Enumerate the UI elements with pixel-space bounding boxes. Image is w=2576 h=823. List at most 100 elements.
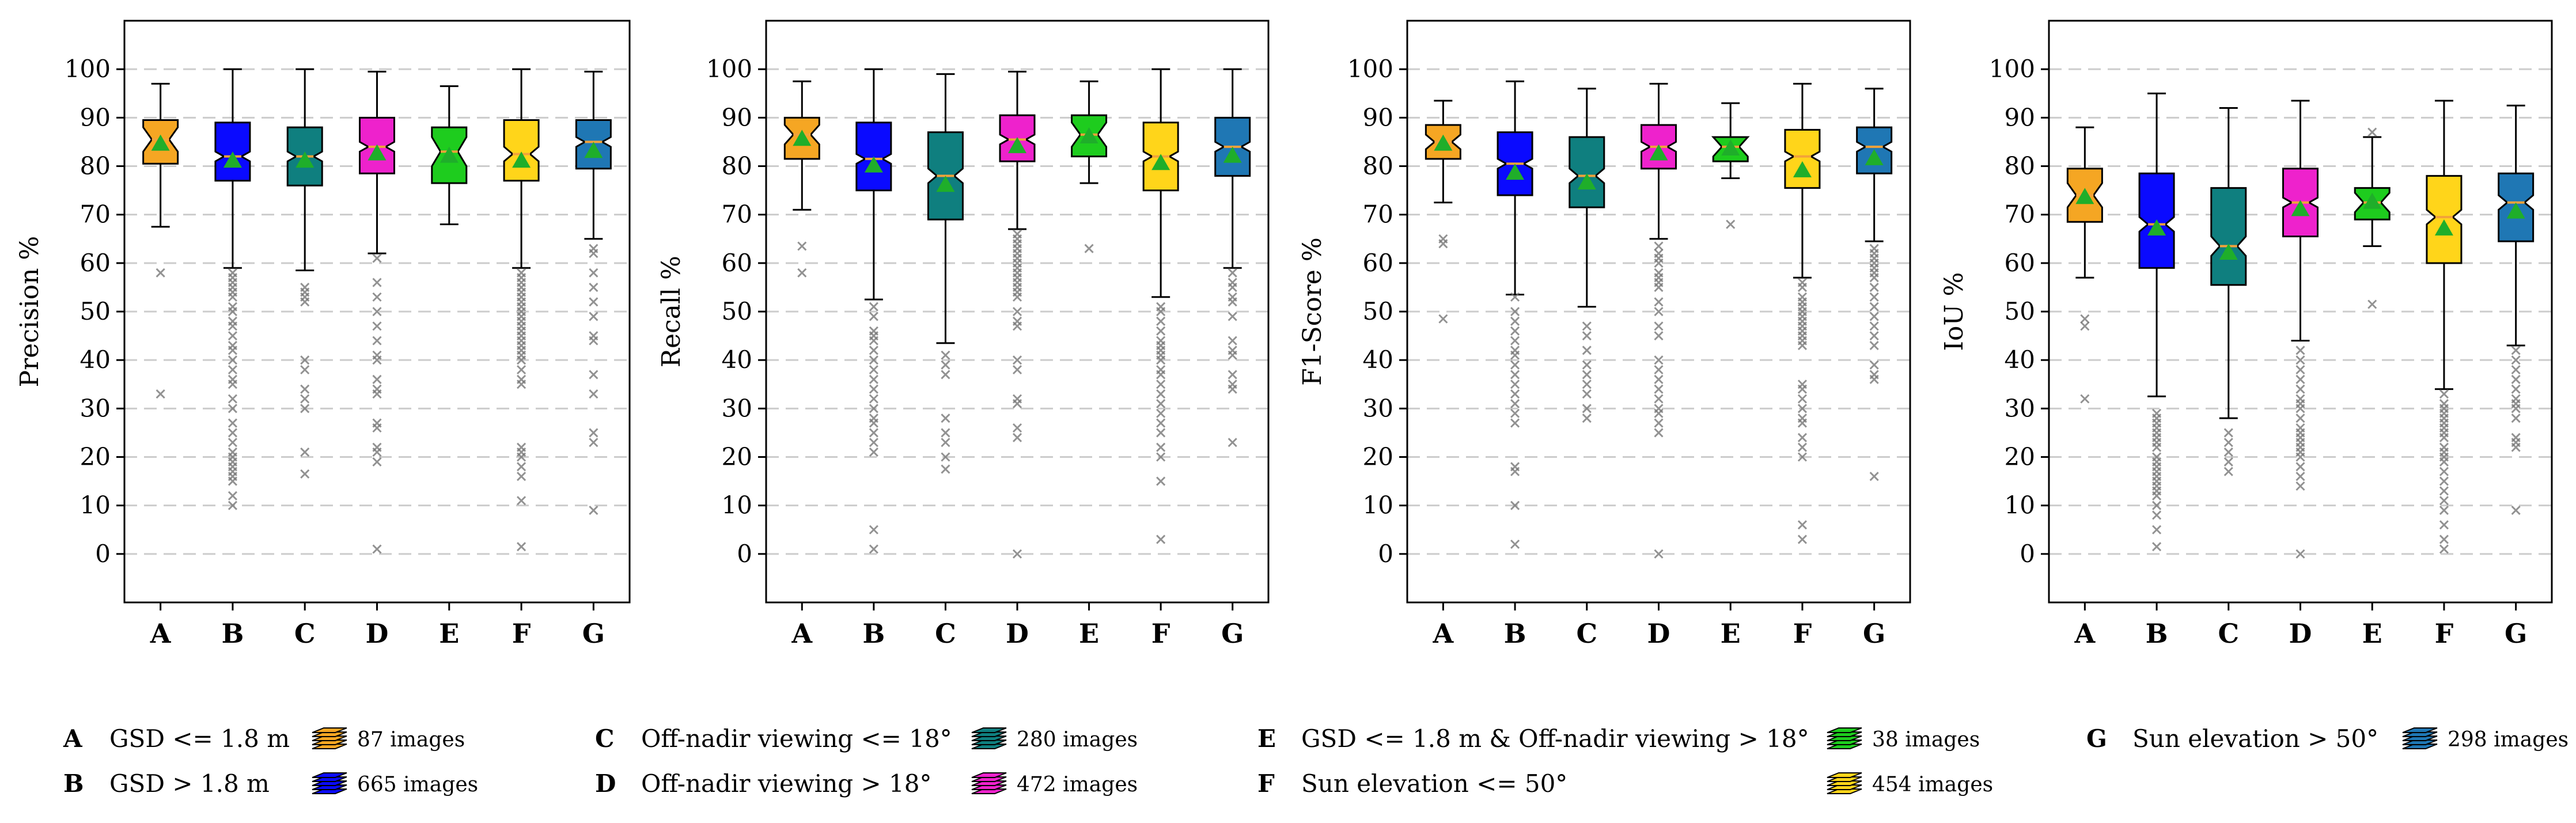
flier-marker [2295, 346, 2305, 355]
flier-marker [869, 418, 878, 428]
flier-marker [1869, 282, 1879, 292]
flier-marker [1510, 389, 1520, 399]
x-tick-label: F [512, 618, 531, 649]
x-tick-label: B [2146, 618, 2168, 649]
box-f [1784, 82, 1821, 544]
flier-marker [1582, 321, 1592, 331]
y-tick-label: 80 [1363, 152, 1393, 180]
x-tick-label: C [1576, 618, 1597, 649]
x-tick-label: B [221, 618, 244, 649]
flier-marker [300, 365, 310, 375]
y-tick-label: 30 [2005, 394, 2035, 422]
flier-marker [1654, 306, 1664, 317]
flier-marker [1510, 370, 1520, 380]
y-tick-label: 70 [722, 200, 752, 229]
flier-marker [372, 278, 382, 287]
flier-marker [1654, 297, 1664, 307]
stack-icon-graphic [2402, 727, 2438, 749]
legend-description: Sun elevation <= 50° [1301, 769, 1568, 798]
flier-marker [1582, 346, 1592, 355]
flier-marker [1869, 472, 1879, 481]
stack-icon [2400, 721, 2439, 761]
stack-layer [312, 772, 347, 778]
x-tick-label: D [366, 618, 389, 649]
flier-marker [1654, 374, 1664, 384]
stack-icon-graphic [312, 772, 347, 794]
y-tick-label: 40 [722, 346, 752, 374]
box-b [2138, 92, 2175, 552]
flier-marker [1582, 331, 1592, 341]
flier-marker [1654, 549, 1664, 559]
flier-marker [2511, 374, 2521, 384]
flier-marker [1012, 321, 1022, 331]
flier-marker [2223, 457, 2233, 467]
flier-marker [1012, 423, 1022, 433]
flier-marker [372, 389, 382, 399]
flier-marker [1156, 389, 1166, 399]
box-body [503, 119, 540, 182]
flier-marker [372, 423, 382, 433]
plot-frame [123, 20, 631, 604]
flier-marker [1510, 418, 1520, 428]
mean-marker [793, 130, 812, 146]
flier-marker [589, 506, 598, 515]
flier-marker [517, 542, 526, 552]
flier-marker [869, 355, 878, 365]
flier-marker [228, 428, 237, 438]
flier-marker [517, 462, 526, 472]
flier-marker [1228, 350, 1237, 360]
legend-key: G [2086, 725, 2107, 753]
stack-icon [969, 766, 1009, 806]
mean-marker [223, 151, 242, 168]
mean-marker [2147, 219, 2166, 236]
flier-marker [228, 418, 237, 428]
flier-marker [1797, 520, 1807, 530]
x-tick-label: C [2218, 618, 2239, 649]
plot-frame [765, 20, 1270, 604]
flier-marker [869, 302, 878, 312]
flier-marker [1012, 355, 1022, 365]
flier-marker [1156, 399, 1166, 408]
x-tick-label: C [294, 618, 316, 649]
flier-marker [1582, 414, 1592, 423]
stack-icon [1825, 766, 1864, 806]
flier-marker [1797, 384, 1807, 394]
flier-marker [1510, 292, 1520, 302]
flier-marker [2152, 542, 2162, 552]
mean-marker [864, 156, 883, 173]
flier-marker [1156, 452, 1166, 462]
flier-marker [1797, 418, 1807, 428]
plot-frame [2048, 20, 2553, 604]
box-c [1569, 88, 1605, 423]
x-tick-label: A [150, 618, 172, 649]
flier-marker [228, 346, 237, 355]
flier-marker [869, 365, 878, 375]
flier-marker [1869, 312, 1879, 321]
y-tick-label: 20 [2005, 443, 2035, 471]
y-tick-label: 100 [1989, 55, 2035, 83]
box-body [1784, 128, 1821, 189]
flier-marker [1228, 268, 1237, 278]
flier-marker [228, 394, 237, 404]
flier-marker [1654, 408, 1664, 418]
box-d [1641, 82, 1677, 559]
flier-marker [1156, 534, 1166, 544]
y-tick-label: 50 [1363, 297, 1393, 325]
flier-marker [1510, 399, 1520, 408]
flier-marker [2511, 384, 2521, 394]
flier-marker [372, 306, 382, 317]
flier-marker [1228, 438, 1237, 447]
flier-marker [300, 447, 310, 457]
flier-marker [300, 297, 310, 307]
x-tick-label: F [2435, 618, 2454, 649]
mean-marker [1008, 136, 1026, 153]
x-tick-label: E [1721, 618, 1741, 649]
legend-key: C [595, 725, 615, 753]
mean-marker [936, 176, 955, 192]
flier-marker [1654, 258, 1664, 268]
stack-layer [971, 772, 1007, 778]
y-tick-label: 70 [2005, 200, 2035, 229]
flier-marker [1156, 408, 1166, 418]
y-tick-label: 40 [1363, 346, 1393, 374]
y-tick-label: 40 [2005, 346, 2035, 374]
